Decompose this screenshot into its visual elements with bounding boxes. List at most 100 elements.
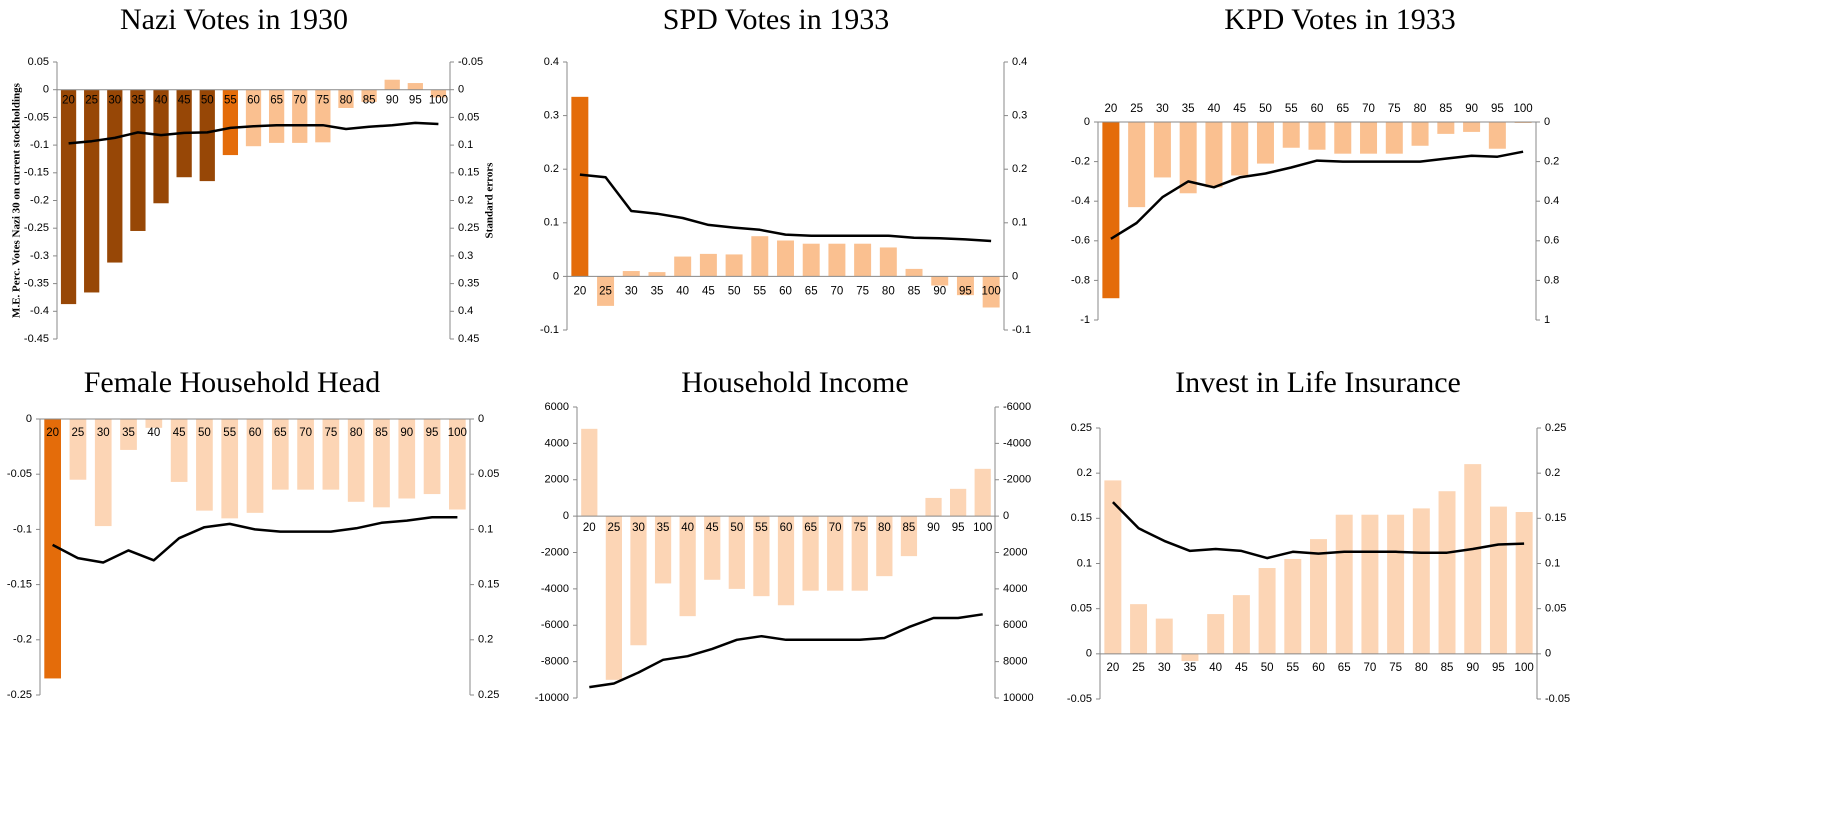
- chart-title: Invest in Life Insurance: [1175, 366, 1461, 399]
- x-tick-label: 55: [755, 522, 768, 534]
- bar: [361, 89, 377, 102]
- bar: [1128, 122, 1146, 208]
- x-tick-label: 65: [804, 522, 817, 534]
- y-tick-label: 0: [1086, 648, 1092, 660]
- y2-tick-label: 0.15: [458, 167, 479, 179]
- x-tick-label: 100: [973, 522, 992, 534]
- chart-title: Female Household Head: [84, 366, 381, 399]
- x-tick-label: 45: [173, 427, 186, 439]
- bar: [1310, 539, 1327, 654]
- x-tick-label: 55: [1286, 662, 1299, 674]
- bar: [221, 419, 239, 519]
- x-tick-label: 85: [375, 427, 388, 439]
- bar: [1437, 122, 1455, 134]
- chart-panel: Nazi Votes in 1930 M.E. Perc. Votes Nazi …: [11, 3, 496, 345]
- bar: [1334, 122, 1352, 154]
- bar: [297, 419, 314, 490]
- y-tick-label: 0: [553, 270, 559, 282]
- y-tick-label: 6000: [545, 401, 569, 413]
- x-tick-label: 95: [1492, 662, 1505, 674]
- x-tick-label: 50: [1259, 103, 1272, 115]
- y-tick-label: 4000: [545, 437, 569, 449]
- bar: [982, 276, 1000, 308]
- bar: [704, 516, 721, 580]
- x-tick-label: 70: [1362, 103, 1375, 115]
- x-tick-label: 25: [72, 427, 85, 439]
- y-tick-label: -0.25: [7, 689, 32, 701]
- bar: [728, 516, 745, 589]
- bar: [751, 236, 769, 277]
- bar: [879, 247, 897, 277]
- bar: [44, 419, 61, 679]
- x-tick-label: 90: [400, 427, 413, 439]
- y-tick-label: 0.2: [1077, 467, 1092, 479]
- bar: [1155, 618, 1173, 654]
- y-tick-label: 0.1: [1077, 557, 1092, 569]
- bar: [384, 79, 400, 90]
- bar: [170, 419, 188, 482]
- x-tick-label: 90: [1466, 662, 1479, 674]
- bar: [1207, 614, 1225, 654]
- x-tick-label: 90: [386, 95, 399, 107]
- line-series: [1112, 501, 1525, 560]
- y-tick-label: -0.4: [30, 305, 49, 317]
- y-axis-title: M.E. Perc. Votes Nazi 30 on current stoc…: [11, 82, 23, 318]
- bar: [1335, 514, 1353, 654]
- y-tick-label: 0.4: [544, 56, 559, 68]
- chart-title: Household Income: [681, 366, 908, 399]
- y2-tick-label: 0: [1012, 270, 1018, 282]
- bar: [1232, 595, 1250, 654]
- bar: [876, 516, 893, 577]
- x-tick-label: 40: [147, 427, 160, 439]
- bar: [851, 516, 868, 591]
- y-tick-label: -2000: [541, 546, 569, 558]
- bar: [1412, 508, 1430, 654]
- y2-tick-label: 0.2: [1012, 163, 1027, 175]
- y2-tick-label: -6000: [1003, 401, 1031, 413]
- x-tick-label: 55: [1285, 103, 1298, 115]
- x-tick-label: 75: [324, 427, 337, 439]
- bar: [1308, 122, 1326, 150]
- bar: [950, 488, 967, 517]
- bar: [597, 276, 615, 306]
- bar: [268, 89, 285, 143]
- chart-title: KPD Votes in 1933: [1224, 3, 1455, 36]
- y-tick-label: -0.35: [24, 278, 49, 290]
- bar: [60, 89, 77, 305]
- chart-panel: KPD Votes in 1933 0 -0.2 -0.4 -0.6 -0.8 -1 0 0.2…: [1071, 3, 1559, 326]
- bar: [120, 419, 137, 450]
- line-series: [589, 613, 983, 689]
- y-tick-label: -0.05: [24, 111, 49, 123]
- x-tick-label: 65: [1336, 103, 1349, 115]
- x-tick-label: 45: [706, 522, 719, 534]
- bar: [777, 516, 795, 606]
- x-tick-label: 70: [299, 427, 312, 439]
- bar: [1464, 464, 1482, 654]
- x-tick-label: 45: [178, 95, 191, 107]
- x-tick-label: 85: [363, 95, 376, 107]
- y2-tick-label: 8000: [1003, 656, 1027, 668]
- bar: [373, 419, 390, 508]
- x-tick-label: 30: [1156, 103, 1169, 115]
- x-tick-label: 30: [108, 95, 121, 107]
- x-tick-label: 60: [779, 285, 792, 297]
- line-series: [68, 121, 439, 145]
- bar: [153, 89, 169, 204]
- y2-tick-label: 0.6: [1544, 235, 1559, 247]
- bar: [1489, 506, 1507, 654]
- bar: [828, 243, 846, 277]
- y2-tick-label: 0.2: [1545, 467, 1560, 479]
- bar: [449, 419, 466, 510]
- chart-panel: Female Household Head 0 -0.05 -0.1 -0.15 -0.2…: [7, 366, 500, 701]
- bar: [956, 276, 974, 296]
- x-tick-label: 40: [676, 285, 689, 297]
- y2-tick-label: -0.05: [1545, 693, 1570, 705]
- x-tick-label: 20: [583, 522, 596, 534]
- y-tick-label: -0.1: [540, 324, 559, 336]
- x-tick-label: 100: [982, 285, 1001, 297]
- bar: [1231, 122, 1249, 176]
- y-tick-label: -0.2: [13, 634, 32, 646]
- y-tick-label: -6000: [541, 619, 569, 631]
- bar: [854, 243, 872, 277]
- x-tick-label: 75: [853, 522, 866, 534]
